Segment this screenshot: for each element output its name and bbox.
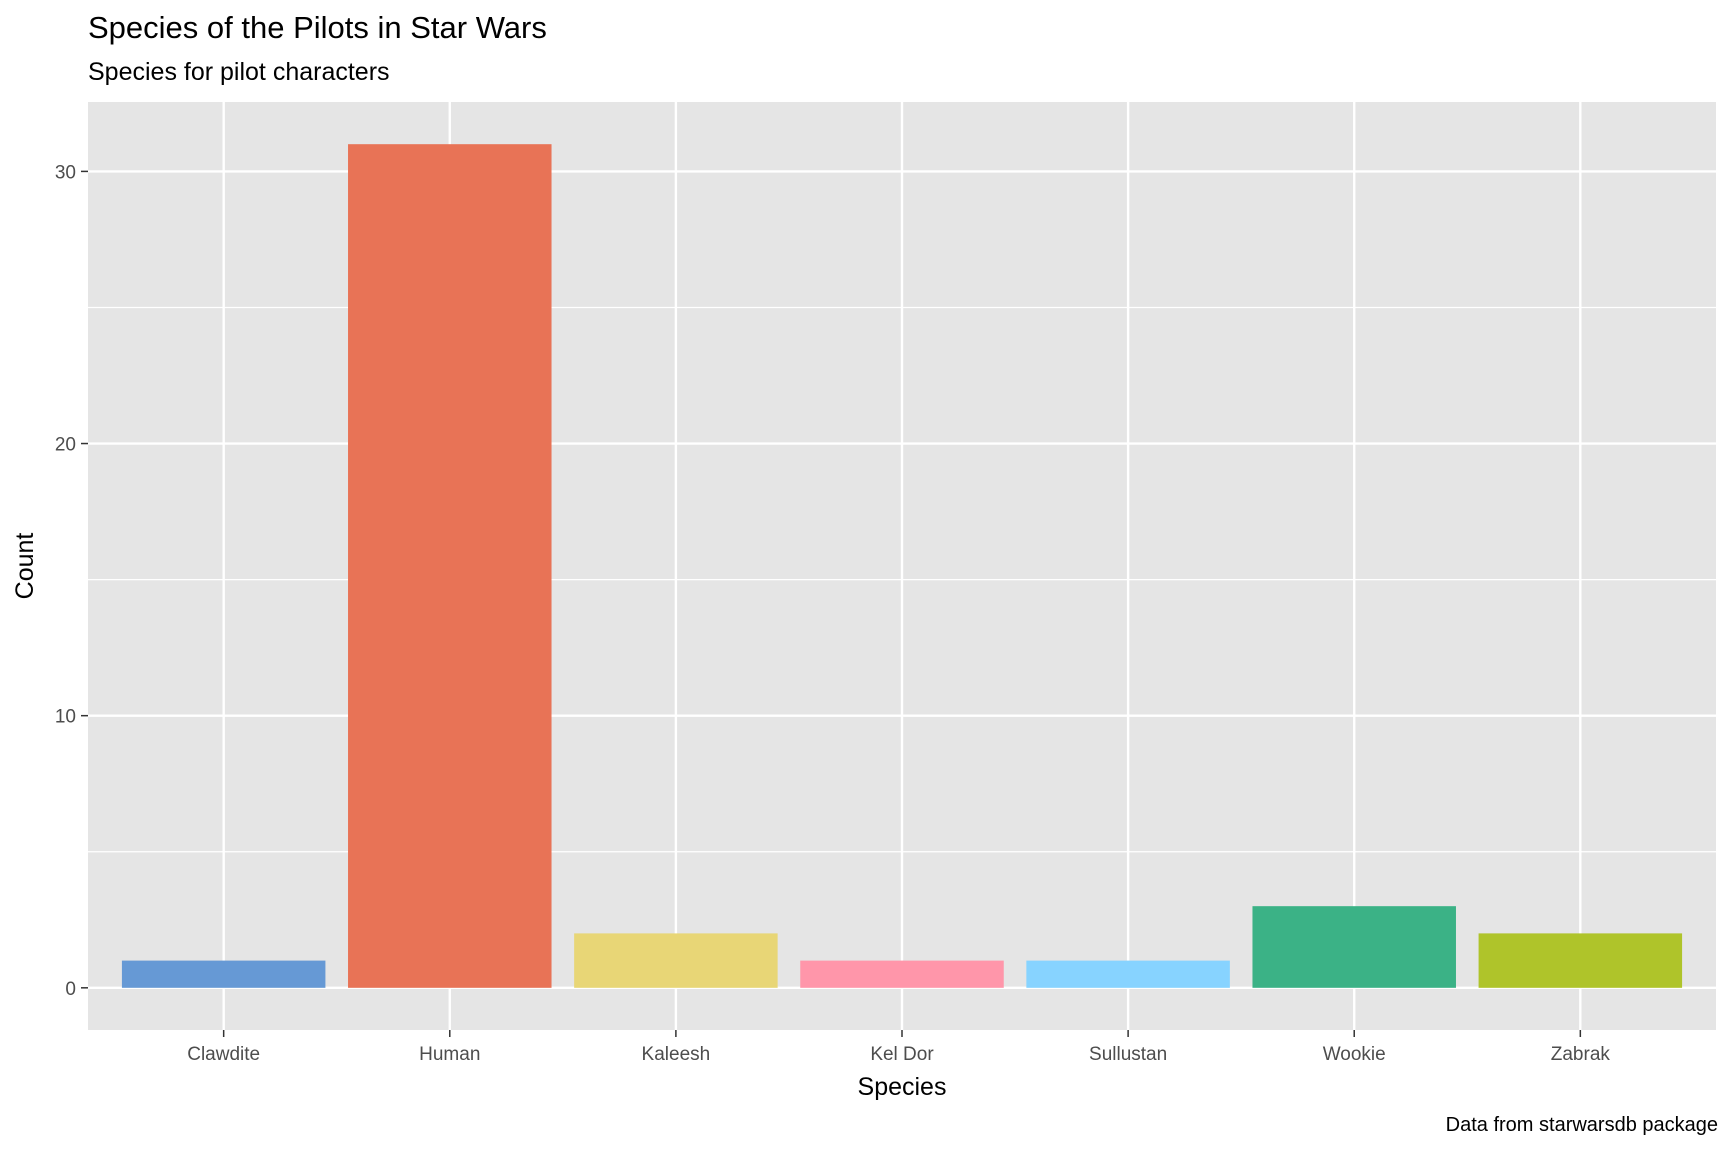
x-tick-label: Sullustan (1089, 1044, 1167, 1065)
x-axis-title: Species (858, 1073, 947, 1101)
bar-sullustan (1026, 960, 1230, 988)
bar-zabrak (1478, 933, 1683, 988)
y-tick-label: 0 (65, 979, 76, 1000)
bar-human (348, 144, 552, 988)
x-tick-label: Clawdite (187, 1044, 260, 1065)
bar-kel-dor (800, 960, 1004, 988)
bar-clawdite (121, 960, 326, 988)
y-axis-title: Count (11, 533, 39, 600)
bar-kaleesh (574, 933, 778, 988)
x-tick-label: Wookie (1323, 1044, 1386, 1065)
chart-caption: Data from starwarsdb package (1445, 1114, 1718, 1136)
y-tick-label: 30 (55, 162, 76, 183)
y-axis: 0 10 20 30 (55, 162, 88, 1000)
y-tick-label: 20 (55, 435, 76, 456)
chart-subtitle: Species for pilot characters (88, 58, 390, 86)
x-tick-label: Human (419, 1044, 480, 1065)
x-tick-label: Kel Dor (870, 1044, 934, 1065)
bars (121, 144, 1683, 988)
y-tick-label: 10 (55, 707, 76, 728)
bar-wookie (1252, 906, 1456, 988)
x-axis: Clawdite Human Kaleesh Kel Dor Sullustan Wook… (187, 1030, 1610, 1065)
x-tick-label: Kaleesh (642, 1044, 711, 1065)
x-tick-label: Zabrak (1551, 1044, 1611, 1065)
chart-title: Species of the Pilots in Star Wars (88, 10, 547, 45)
